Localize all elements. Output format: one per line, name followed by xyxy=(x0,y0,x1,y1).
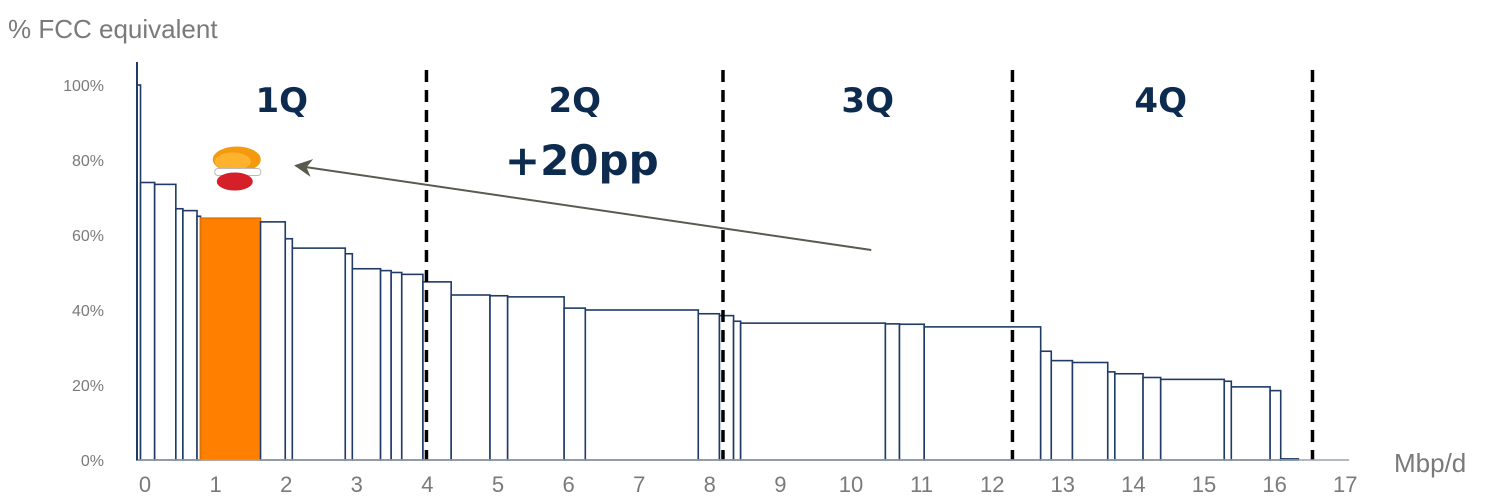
x-tick-label: 3 xyxy=(351,472,363,497)
x-tick-label: 15 xyxy=(1192,472,1216,497)
bar xyxy=(139,181,156,461)
bar xyxy=(923,326,1042,461)
y-axis-title: % FCC equivalent xyxy=(8,14,218,44)
bar xyxy=(450,294,491,461)
highlighted-bar xyxy=(199,217,262,461)
quartile-label: 3Q xyxy=(841,81,894,121)
quartile-label: 2Q xyxy=(548,81,601,121)
improvement-label: +20pp xyxy=(505,136,659,185)
x-axis-title: Mbp/d xyxy=(1394,448,1466,478)
bar xyxy=(898,323,925,461)
bar xyxy=(1050,359,1074,461)
x-tick-label: 12 xyxy=(980,472,1004,497)
logo-bottom-shape xyxy=(216,172,253,191)
bar xyxy=(1114,372,1144,461)
y-tick-label: 100% xyxy=(63,78,104,95)
y-tick-label: 60% xyxy=(72,228,104,245)
bar xyxy=(739,322,887,461)
x-tick-label: 6 xyxy=(562,472,574,497)
logo-highlight-shape xyxy=(214,152,251,171)
bar xyxy=(379,269,392,461)
x-tick-label: 9 xyxy=(774,472,786,497)
x-tick-label: 13 xyxy=(1051,472,1075,497)
annotation-layer: +20pp xyxy=(212,136,872,251)
y-tick-label: 20% xyxy=(72,378,104,395)
quartile-label: 1Q xyxy=(255,81,308,121)
x-tick-label: 7 xyxy=(633,472,645,497)
x-tick-label: 2 xyxy=(280,472,292,497)
quartile-labels-layer: 1Q 2Q 3Q 4Q xyxy=(255,81,1187,121)
improvement-arrow xyxy=(294,159,872,251)
bar xyxy=(584,309,700,461)
x-tick-label: 10 xyxy=(839,472,863,497)
x-tick-label: 0 xyxy=(139,472,151,497)
bar xyxy=(1269,389,1282,461)
bar xyxy=(884,323,901,461)
y-tick-label: 0% xyxy=(81,453,104,470)
axes-layer: 0 1 2 3 4 5 6 7 8 9 10 11 12 13 14 15 16 170%20%40%60%80%… xyxy=(63,62,1357,497)
bar xyxy=(1159,378,1226,461)
bar xyxy=(153,183,177,461)
bar xyxy=(400,273,424,461)
bar xyxy=(175,207,184,461)
quartile-label: 4Q xyxy=(1134,81,1187,121)
bar xyxy=(182,209,198,461)
bar xyxy=(732,320,742,461)
bar xyxy=(291,247,347,461)
bar xyxy=(489,294,509,461)
y-tick-label: 40% xyxy=(72,303,104,320)
bar xyxy=(1223,380,1233,461)
x-tick-label: 4 xyxy=(421,472,433,497)
x-tick-label: 14 xyxy=(1121,472,1145,497)
bar xyxy=(351,267,382,461)
y-tick-label: 80% xyxy=(72,153,104,170)
company-logo xyxy=(212,146,262,191)
quartile-lines-layer xyxy=(424,70,1315,460)
x-tick-label: 5 xyxy=(492,472,504,497)
bar xyxy=(390,271,403,461)
bar xyxy=(259,221,287,461)
bars-layer xyxy=(136,84,1300,461)
bar xyxy=(697,312,721,461)
bar xyxy=(1071,361,1109,461)
x-tick-label: 11 xyxy=(910,472,933,497)
x-tick-label: 1 xyxy=(209,472,221,497)
x-tick-label: 17 xyxy=(1333,472,1357,497)
x-tick-label: 8 xyxy=(704,472,716,497)
x-tick-label: 16 xyxy=(1262,472,1286,497)
bar xyxy=(344,252,354,461)
bar xyxy=(506,296,565,461)
bar xyxy=(563,307,587,461)
bar xyxy=(284,237,294,461)
bar xyxy=(1230,386,1271,461)
bar xyxy=(1106,371,1116,461)
bar xyxy=(1039,350,1053,461)
bar xyxy=(1142,376,1162,461)
